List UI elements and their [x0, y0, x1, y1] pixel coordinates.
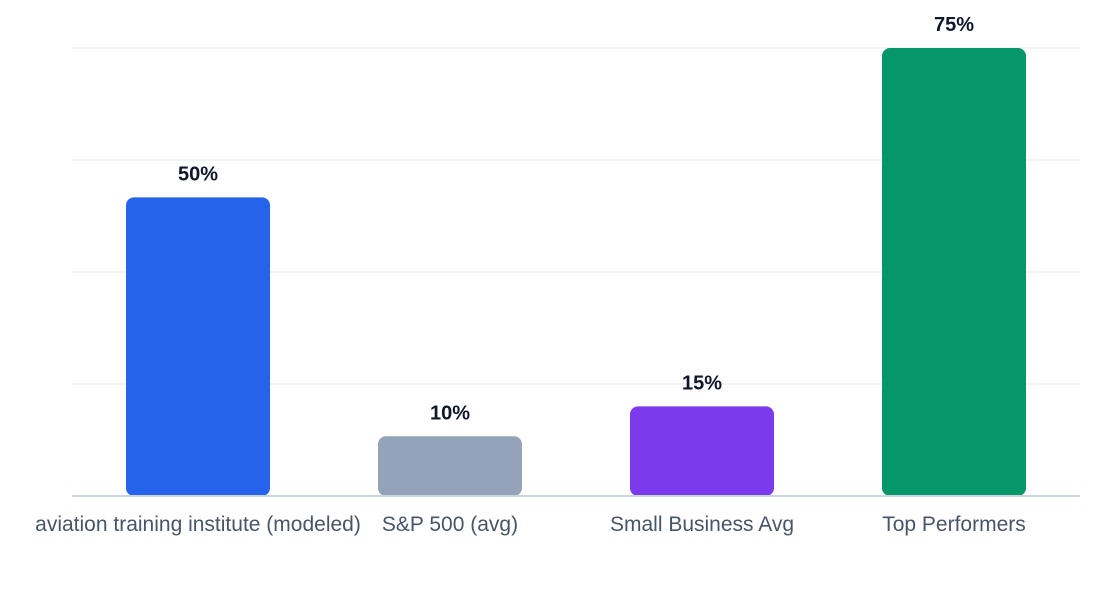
bar [630, 406, 774, 496]
value-label: 75% [934, 14, 974, 36]
category-label: Small Business Avg [610, 513, 794, 536]
category-label: aviation training institute (modeled) [35, 513, 361, 536]
category-labels: aviation training institute (modeled) S&P… [35, 513, 1026, 536]
category-label: Top Performers [882, 513, 1026, 536]
value-label: 50% [178, 163, 218, 185]
bar [378, 436, 522, 496]
bar [882, 48, 1026, 496]
value-label: 15% [682, 372, 722, 394]
bars [126, 48, 1026, 497]
value-label: 10% [430, 402, 470, 424]
value-labels: 50% 10% 15% 75% [178, 14, 974, 424]
bar [126, 197, 270, 497]
category-label: S&P 500 (avg) [382, 513, 518, 536]
